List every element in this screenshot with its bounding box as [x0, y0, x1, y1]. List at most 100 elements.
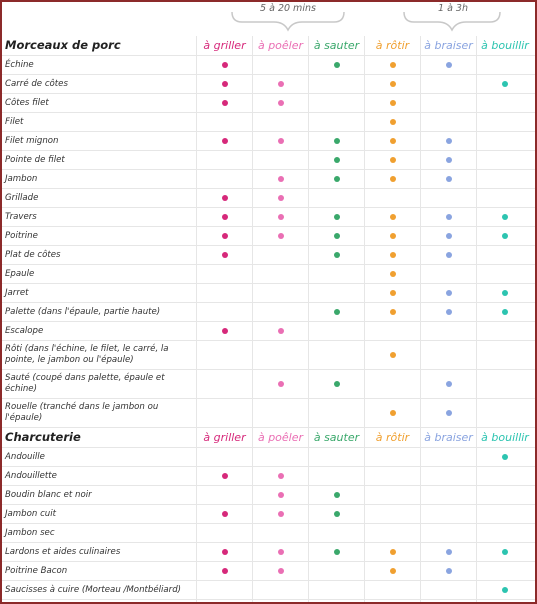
cut-name: Palette (dans l'épaule, partie haute)	[2, 303, 197, 321]
dot	[277, 233, 284, 239]
table-row: Palette (dans l'épaule, partie haute)	[2, 303, 535, 322]
method-cell	[365, 75, 421, 93]
method-cell	[365, 543, 421, 561]
method-cell	[421, 486, 477, 504]
method-cell	[309, 132, 365, 150]
table-row: Rôti (dans l'échine, le filet, le carré,…	[2, 341, 535, 370]
method-cell	[477, 322, 533, 340]
column-label: à griller	[203, 431, 246, 444]
method-cell	[365, 399, 421, 427]
dot	[277, 176, 284, 182]
dot	[389, 290, 396, 296]
section-title: Morceaux de porc	[2, 36, 197, 55]
dot	[445, 549, 452, 555]
method-cell	[477, 581, 533, 599]
method-cell	[253, 399, 309, 427]
dot	[277, 492, 284, 498]
method-cell	[477, 341, 533, 369]
cut-name: Rouelle (tranché dans le jambon ou l'épa…	[2, 399, 197, 427]
cut-name: Saucisses à cuire (Francfor/Strabourg/ch…	[2, 600, 197, 602]
method-cell	[421, 467, 477, 485]
method-cell	[477, 208, 533, 226]
dot	[333, 381, 340, 387]
column-label: à poêler	[257, 431, 304, 444]
dot	[502, 81, 508, 87]
column-label: à sauter	[313, 39, 360, 52]
table-row: Travers	[2, 208, 535, 227]
method-cell	[253, 524, 309, 542]
method-cell	[365, 132, 421, 150]
table-row: Jambon cuit	[2, 505, 535, 524]
method-cell	[197, 399, 253, 427]
method-cell	[365, 94, 421, 112]
method-cell	[253, 543, 309, 561]
method-cell	[365, 322, 421, 340]
method-cell	[309, 208, 365, 226]
dot	[277, 195, 284, 201]
brackets	[231, 11, 501, 32]
method-cell	[253, 322, 309, 340]
dot	[445, 252, 452, 258]
dot	[333, 252, 340, 258]
section-title: Charcuterie	[2, 428, 197, 447]
table-row: Jambon	[2, 170, 535, 189]
method-cell	[421, 543, 477, 561]
dot	[389, 138, 396, 144]
dot	[389, 176, 396, 182]
method-cell	[253, 505, 309, 523]
cut-name: Jambon sec	[2, 524, 197, 542]
method-cell	[197, 265, 253, 283]
method-cell	[421, 284, 477, 302]
column-label: à braiser	[424, 431, 473, 444]
dot	[389, 549, 396, 555]
method-cell	[365, 370, 421, 398]
cut-name: Poitrine	[2, 227, 197, 245]
method-cell	[197, 370, 253, 398]
column-header-cell: à bouillir	[477, 36, 533, 55]
method-cell	[309, 543, 365, 561]
table-row: Filet	[2, 113, 535, 132]
method-cell	[309, 322, 365, 340]
method-cell	[365, 448, 421, 466]
cut-name: Filet mignon	[2, 132, 197, 150]
method-cell	[253, 562, 309, 580]
dot	[502, 290, 508, 296]
method-cell	[253, 94, 309, 112]
cut-name: Jambon cuit	[2, 505, 197, 523]
dot	[445, 157, 452, 163]
dot	[333, 176, 340, 182]
dot	[333, 214, 340, 220]
dot	[221, 511, 228, 517]
method-cell	[477, 524, 533, 542]
dot	[445, 233, 452, 239]
method-cell	[421, 132, 477, 150]
method-cell	[365, 505, 421, 523]
method-cell	[309, 189, 365, 207]
method-cell	[421, 448, 477, 466]
dot	[277, 511, 284, 517]
table-row: Andouillette	[2, 467, 535, 486]
dot	[389, 410, 396, 416]
method-cell	[421, 562, 477, 580]
method-cell	[421, 341, 477, 369]
column-label: à rôtir	[375, 431, 410, 444]
method-cell	[309, 113, 365, 131]
table-row: Andouille	[2, 448, 535, 467]
method-cell	[477, 505, 533, 523]
method-cell	[309, 486, 365, 504]
dot	[221, 195, 228, 201]
dot	[502, 233, 508, 239]
method-cell	[421, 265, 477, 283]
table-row: Poitrine	[2, 227, 535, 246]
method-cell	[309, 562, 365, 580]
method-cell	[421, 303, 477, 321]
method-cell	[197, 505, 253, 523]
method-cell	[253, 448, 309, 466]
column-label: à bouillir	[481, 431, 529, 444]
method-cell	[197, 303, 253, 321]
method-cell	[197, 151, 253, 169]
dot	[502, 309, 508, 315]
dot	[333, 233, 340, 239]
method-cell	[253, 113, 309, 131]
method-cell	[421, 581, 477, 599]
